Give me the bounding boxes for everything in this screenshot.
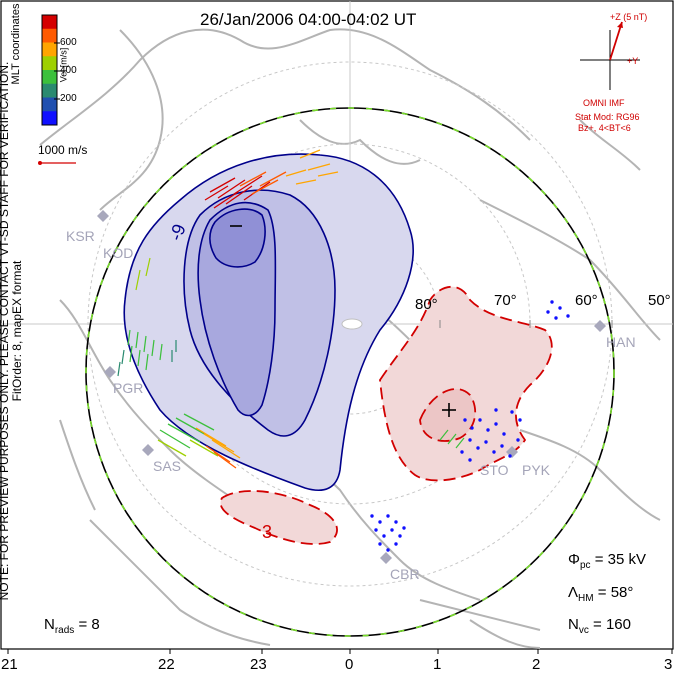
positive-potential-cell — [219, 285, 553, 545]
mlt-tick-23: 23 — [250, 656, 267, 673]
velocity-colorbar — [42, 15, 60, 126]
mlt-axis-ticks — [7, 649, 673, 654]
potential-label-pos: 3 — [262, 522, 273, 542]
lat-ticks — [439, 320, 613, 328]
imf-model: Stat Mod: RG96 — [575, 112, 640, 122]
colorbar-segment — [42, 111, 57, 126]
lat-label-50: 50° — [648, 292, 671, 309]
colorbar-tick-400: 400 — [60, 65, 77, 76]
station-pyk: PYK — [522, 462, 551, 478]
station-sto: STO — [480, 462, 509, 478]
mlt-tick-21: 21 — [1, 656, 18, 673]
station-han: HAN — [606, 334, 636, 350]
mlt-tick-2: 2 — [532, 656, 541, 673]
velocity-vectors-dusk-low — [157, 413, 241, 469]
scale-vector — [38, 161, 76, 165]
colorbar-tick-200: 200 — [60, 93, 77, 104]
colorbar-segment — [42, 56, 57, 71]
colorbar-segment — [42, 97, 57, 112]
colorbar-segment — [42, 28, 57, 43]
imf-z-label: +Z (5 nT) — [610, 12, 648, 22]
colorbar-segment — [42, 42, 57, 57]
velocity-vectors-dawn-green — [439, 429, 465, 449]
stat-nvc: Nvc = 160 — [568, 616, 631, 636]
stat-phi: Φpc = 35 kV — [568, 551, 646, 571]
map-title: 26/Jan/2006 04:00-04:02 UT — [200, 10, 417, 29]
lat-label-70: 70° — [494, 292, 517, 309]
lat-label-60: 60° — [575, 292, 598, 309]
mlt-tick-22: 22 — [158, 656, 175, 673]
lat-label-80: 80° — [415, 296, 438, 313]
imf-dial — [580, 21, 640, 90]
colorbar-segment — [42, 70, 57, 85]
velocity-vectors-dawn — [370, 300, 570, 552]
velocity-vectors-dusk-mid — [117, 257, 177, 377]
colorbar-tick-600: 600 — [60, 37, 77, 48]
stat-lambda: ΛHM = 58° — [568, 584, 634, 604]
station-markers — [97, 210, 606, 564]
station-ksr: KSR — [66, 228, 95, 244]
scale-vector-label: 1000 m/s — [38, 143, 88, 157]
pole-marker — [341, 318, 363, 330]
imf-y-label: +Y — [627, 56, 639, 66]
imf-source: OMNI IMF — [583, 98, 625, 108]
velocity-vectors-dusk-high — [204, 149, 339, 209]
colorbar-segment — [42, 83, 57, 98]
coord-label: MLT coordinates — [10, 3, 22, 85]
mlt-tick-0: 0 — [345, 656, 354, 673]
potential-max-marker — [442, 403, 456, 417]
mlt-tick-3: 3 — [664, 656, 673, 673]
station-sas: SAS — [153, 458, 182, 474]
hm-boundary — [85, 107, 615, 637]
colorbar-segment — [42, 15, 57, 30]
preview-note: NOTE: FOR PREVIEW PURPOSES ONLY. PLEASE … — [0, 61, 24, 601]
station-kod: KOD — [103, 245, 134, 261]
mlt-tick-1: 1 — [433, 656, 442, 673]
station-cbr: CBR — [390, 566, 420, 582]
nrads-label: Nrads = 8 — [44, 616, 100, 636]
negative-potential-cell — [123, 153, 414, 492]
station-pgr: PGR — [113, 380, 144, 396]
imf-condition: Bz+, 4<BT<6 — [578, 123, 631, 133]
